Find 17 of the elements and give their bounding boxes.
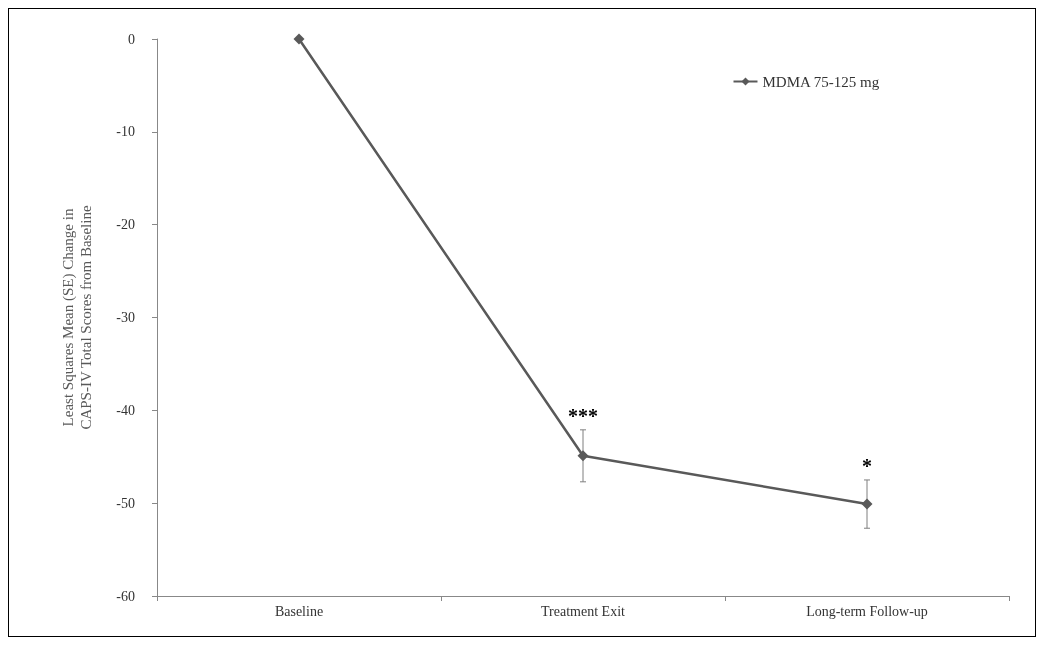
y-axis-title: Least Squares Mean (SE) Change in CAPS-IV Total Scores from Baseline <box>60 205 94 430</box>
legend-label: MDMA 75-125 mg <box>762 73 880 90</box>
annotation: *** <box>568 404 598 427</box>
x-tick-label: Long-term Follow-up <box>806 603 928 619</box>
y-tick-label: -40 <box>116 402 135 418</box>
y-tick-label: 0 <box>128 31 135 47</box>
y-tick-label: -30 <box>116 310 135 325</box>
annotation: * <box>862 454 872 477</box>
y-tick-label: -60 <box>116 588 135 604</box>
point <box>861 498 873 510</box>
y-tick-label: -10 <box>116 124 135 140</box>
x-tick-label: Baseline <box>274 603 324 619</box>
point <box>293 33 305 45</box>
y-tick-label: -50 <box>116 495 135 511</box>
x-tick-label: Treatment Exit <box>541 603 626 619</box>
y-tick-label: -20 <box>116 217 135 233</box>
point <box>577 450 589 462</box>
